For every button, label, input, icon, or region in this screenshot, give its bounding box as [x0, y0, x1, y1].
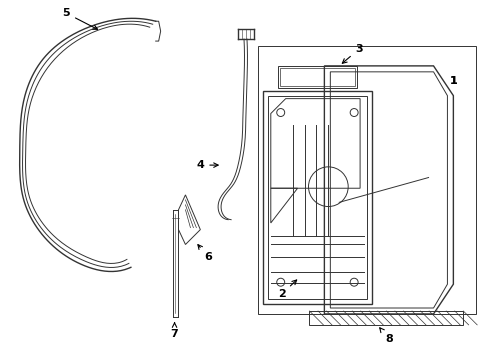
Bar	[309, 311, 462, 325]
Text: 2: 2	[277, 280, 296, 299]
Bar	[257, 46, 475, 314]
Bar	[279, 68, 354, 86]
Text: 3: 3	[342, 44, 362, 63]
Text: 1: 1	[448, 76, 456, 86]
Text: 1: 1	[448, 76, 456, 86]
Bar	[277, 66, 356, 88]
Text: 8: 8	[379, 328, 392, 344]
Text: 6: 6	[198, 245, 212, 262]
Text: 7: 7	[170, 323, 178, 339]
Bar	[263, 91, 371, 304]
Text: 5: 5	[62, 8, 97, 29]
Text: 4: 4	[196, 160, 218, 170]
Bar	[267, 96, 366, 299]
